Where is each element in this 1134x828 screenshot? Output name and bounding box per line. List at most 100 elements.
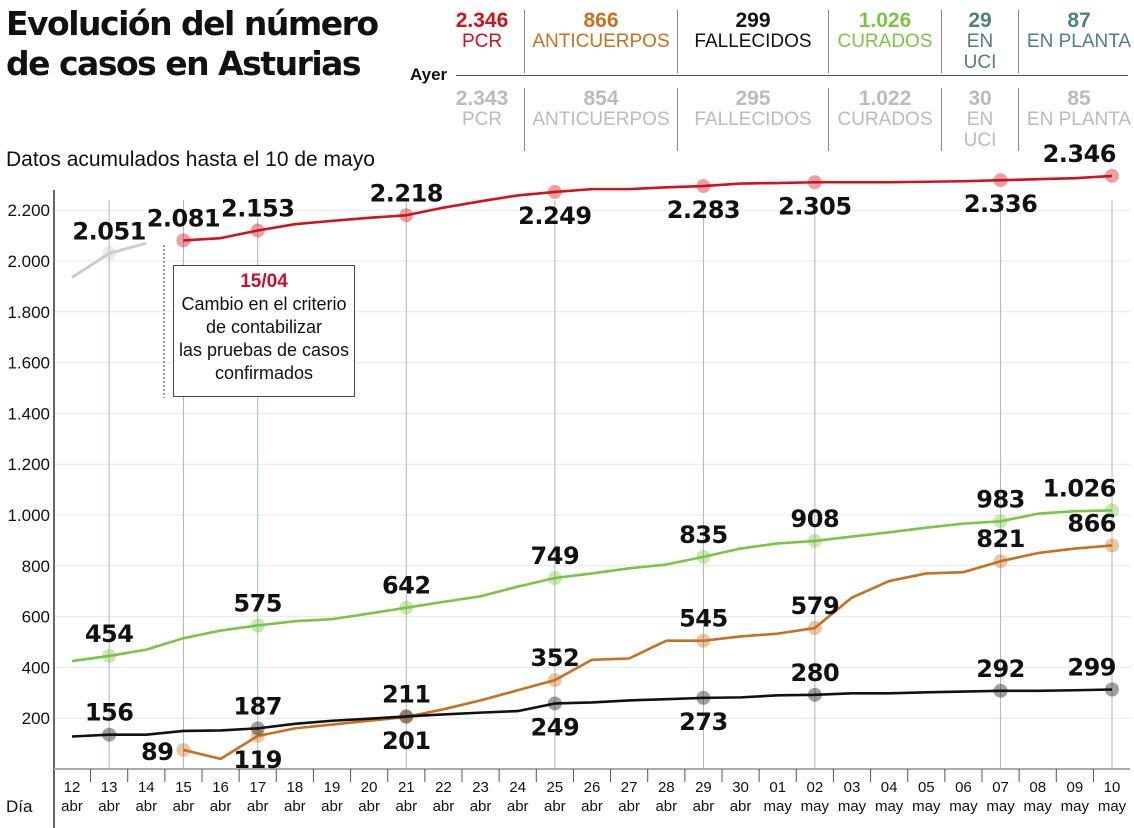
x-tick-day: 28 [658,779,675,796]
x-tick-month: abr [98,798,120,815]
data-label-fallecidos: 156 [85,699,134,727]
annotation-line: confirmados [214,363,314,383]
x-tick-day: 07 [992,779,1009,796]
series-line-pcr [183,174,1113,242]
data-point-anticuerpos [176,742,191,757]
data-label-fallecidos: 249 [531,713,580,741]
data-label-fallecidos: 211 [382,680,431,708]
data-label-anticuerpos: 201 [382,727,431,755]
stat-label: PCR [461,31,503,52]
y-tick-label: 1.800 [7,303,50,322]
data-label-fallecidos: 187 [233,692,282,720]
data-label-pcr-criterio-anterior: 2.051 [72,217,145,245]
today-stat-anticuerpos: 866 ANTICUERPOS [525,10,678,73]
x-tick-month: may [1024,798,1053,815]
x-tick-month: abr [321,798,343,815]
x-tick-day: 09 [1067,779,1084,796]
data-label-curados: 642 [382,572,431,600]
today-stat-curados: 1.026 CURADOS [829,10,942,73]
y-tick-label: 1.400 [7,404,50,423]
x-tick-month: abr [581,798,603,815]
x-tick-day: 03 [844,779,861,796]
y-tick-label: 600 [22,608,50,627]
data-point-curados [696,549,711,564]
data-point-pcr [1105,168,1119,183]
data-point-pcr [399,208,414,223]
data-label-pcr: 2.346 [1043,140,1116,168]
annotation-line: Cambio en el criterio [181,294,347,314]
data-label-anticuerpos: 89 [141,738,173,766]
x-tick-month: may [838,798,867,815]
x-tick-day: 20 [361,779,378,796]
annotation-line: las pruebas de casos [178,340,350,360]
data-label-fallecidos: 280 [791,659,840,687]
y-tick-label: 1.000 [7,506,50,525]
x-tick-month: may [912,798,941,815]
page-title: Evolución del número de casos en Asturia… [6,4,379,83]
y-tick-label: 2.000 [7,252,50,271]
today-stat-pcr: 2.346 PCR [440,10,525,73]
stat-label: PCR [461,109,503,130]
x-tick-day: 04 [881,779,898,796]
data-point-pcr [696,179,711,194]
data-point-fallecidos [1105,682,1119,697]
x-tick-day: 26 [584,779,601,796]
stat-value: 2.346 [455,9,509,32]
stat-label: CURADOS [837,109,933,130]
x-tick-month: abr [693,798,715,815]
x-tick-month: abr [284,798,306,815]
x-tick-month: abr [210,798,232,815]
data-point-anticuerpos [1105,538,1119,553]
x-tick-month: may [1098,798,1127,815]
x-tick-day: 17 [249,779,266,796]
data-label-pcr: 2.336 [964,190,1037,218]
stat-value: 2.343 [455,87,509,110]
data-label-anticuerpos: 119 [233,746,282,774]
data-point-anticuerpos [250,728,265,743]
data-label-pcr: 2.305 [778,192,851,220]
x-tick-month: may [986,798,1015,815]
x-tick-month: abr [730,798,752,815]
x-tick-month: abr [395,798,417,815]
x-tick-month: abr [544,798,566,815]
stat-value: 30 [968,87,992,110]
today-stat-en-planta: 87 EN PLANTA [1019,10,1134,73]
data-point-fallecidos [993,683,1008,698]
series-line-anticuerpos [183,544,1113,761]
stat-label: EN PLANTA [1026,109,1132,130]
data-point-anticuerpos [696,633,711,648]
stat-label: EN UCI [963,31,997,73]
stat-label: CURADOS [837,31,933,52]
stat-label: EN PLANTA [1026,31,1132,52]
data-label-pcr: 2.249 [518,202,591,230]
x-tick-day: 25 [547,779,564,796]
data-label-curados: 575 [233,589,282,617]
data-label-fallecidos: 299 [1067,653,1116,681]
data-label-anticuerpos: 352 [531,644,580,672]
x-tick-day: 29 [695,779,712,796]
data-point-anticuerpos [547,673,562,688]
stat-value: 866 [583,9,619,32]
x-tick-day: 15 [175,779,192,796]
data-point-fallecidos [250,721,265,736]
x-tick-day: 10 [1104,779,1121,796]
stat-label: EN UCI [963,109,997,151]
data-label-curados: 983 [976,485,1025,513]
x-tick-day: 01 [769,779,786,796]
x-tick-day: 02 [807,779,824,796]
x-tick-month: abr [618,798,640,815]
data-label-pcr: 2.081 [147,204,220,232]
series-line-curados [71,509,1113,663]
data-point-fallecidos [696,690,711,705]
x-tick-day: 21 [398,779,415,796]
data-point-anticuerpos [993,554,1008,569]
stat-label: ANTICUERPOS [532,109,670,130]
data-point-fallecidos [399,709,414,724]
x-tick-day: 14 [138,779,155,796]
yesterday-divider [456,75,1128,76]
x-tick-day: 12 [64,779,81,796]
yesterday-stat-en-uci: 30 EN UCI [942,88,1019,151]
data-label-fallecidos: 273 [679,708,728,736]
y-tick-label: 200 [22,709,50,728]
stat-value: 1.026 [858,9,912,32]
